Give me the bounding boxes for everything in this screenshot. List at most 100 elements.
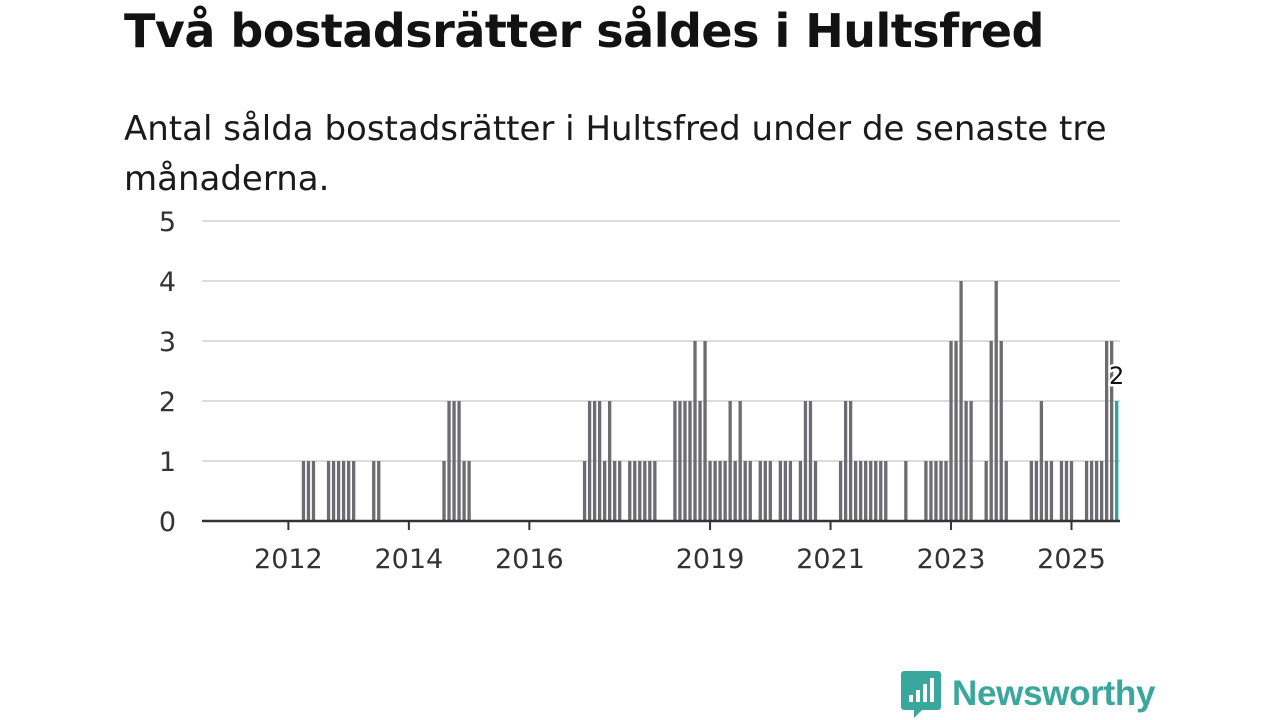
bar[interactable]	[653, 461, 657, 521]
bar[interactable]	[352, 461, 356, 521]
bar[interactable]	[954, 341, 958, 521]
bar[interactable]	[447, 401, 451, 521]
bar[interactable]	[1004, 461, 1008, 521]
bar[interactable]	[1044, 461, 1049, 521]
bar[interactable]	[854, 461, 858, 521]
bar[interactable]	[688, 401, 692, 521]
bar[interactable]	[678, 401, 682, 521]
bar[interactable]	[869, 461, 873, 521]
bar[interactable]	[346, 461, 351, 521]
bar[interactable]	[758, 461, 762, 521]
bar[interactable]	[813, 461, 818, 521]
bar[interactable]	[311, 461, 316, 521]
bar[interactable]	[1110, 341, 1114, 521]
bar[interactable]	[859, 461, 863, 521]
bar[interactable]	[1099, 461, 1104, 521]
bar[interactable]	[874, 461, 878, 521]
bar[interactable]	[934, 461, 938, 521]
bar[interactable]	[1094, 461, 1099, 521]
bar[interactable]	[597, 401, 602, 521]
bar[interactable]	[733, 461, 737, 521]
bar[interactable]	[964, 401, 968, 521]
bar[interactable]	[939, 461, 943, 521]
bar[interactable]	[708, 461, 712, 521]
bar[interactable]	[587, 401, 592, 521]
bar[interactable]	[592, 401, 597, 521]
bar[interactable]	[798, 461, 803, 521]
bar[interactable]	[924, 461, 928, 521]
bar[interactable]	[638, 461, 642, 521]
bar[interactable]	[1034, 461, 1039, 521]
bar[interactable]	[994, 281, 998, 521]
bar[interactable]	[843, 401, 848, 521]
bar[interactable]	[1089, 461, 1094, 521]
bar[interactable]	[693, 341, 697, 521]
bar[interactable]	[1059, 461, 1064, 521]
bar[interactable]	[341, 461, 346, 521]
bar[interactable]	[718, 461, 722, 521]
bar[interactable]	[1069, 461, 1074, 521]
x-tick-label: 2012	[254, 544, 323, 575]
bar[interactable]	[723, 461, 727, 521]
bar[interactable]	[838, 461, 843, 521]
bar[interactable]	[989, 341, 993, 521]
bar[interactable]	[1029, 461, 1033, 521]
bar[interactable]	[613, 461, 617, 521]
bar[interactable]	[306, 461, 311, 521]
bar[interactable]	[628, 461, 632, 521]
bar[interactable]	[783, 461, 788, 521]
bar[interactable]	[848, 401, 853, 521]
bar[interactable]	[743, 461, 747, 521]
bar[interactable]	[904, 461, 908, 521]
bar[interactable]	[467, 461, 471, 521]
bar[interactable]	[984, 461, 988, 521]
bar[interactable]	[944, 461, 948, 521]
bar[interactable]	[452, 401, 456, 521]
bar[interactable]	[884, 461, 888, 521]
bar[interactable]	[1039, 401, 1044, 521]
bar[interactable]	[673, 401, 677, 521]
bar[interactable]	[608, 401, 612, 521]
bar[interactable]	[301, 461, 306, 521]
bar[interactable]	[1105, 341, 1109, 521]
bar[interactable]	[778, 461, 782, 521]
bar[interactable]	[969, 401, 973, 521]
bar[interactable]	[959, 281, 963, 521]
bar-chart: 0 1 2 3 4 5 2012 2014 2016 2019 2021 2023 2025 2	[158, 207, 1125, 575]
bar[interactable]	[738, 401, 742, 521]
bar[interactable]	[643, 461, 647, 521]
bar[interactable]	[728, 401, 732, 521]
bar[interactable]	[999, 341, 1003, 521]
bar[interactable]	[698, 401, 702, 521]
bar[interactable]	[1049, 461, 1054, 521]
bar[interactable]	[703, 341, 707, 521]
bar[interactable]	[768, 461, 772, 521]
bar[interactable]	[462, 461, 466, 521]
bar[interactable]	[949, 341, 953, 521]
bar[interactable]	[763, 461, 767, 521]
bar[interactable]	[633, 461, 637, 521]
bar[interactable]	[372, 461, 376, 521]
bar[interactable]	[618, 461, 622, 521]
bar[interactable]	[326, 461, 331, 521]
bar[interactable]	[864, 461, 868, 521]
bar[interactable]	[442, 461, 446, 521]
bar[interactable]	[457, 401, 461, 521]
bar[interactable]	[808, 401, 813, 521]
bar[interactable]	[683, 401, 687, 521]
bar[interactable]	[1084, 461, 1089, 521]
bar[interactable]	[648, 461, 652, 521]
bar[interactable]	[603, 461, 607, 521]
bar[interactable]	[788, 461, 793, 521]
bar[interactable]	[582, 461, 587, 521]
bar[interactable]	[331, 461, 336, 521]
bar[interactable]	[377, 461, 381, 521]
bar-latest[interactable]	[1115, 401, 1119, 521]
bar[interactable]	[1064, 461, 1069, 521]
bar[interactable]	[713, 461, 717, 521]
bar[interactable]	[336, 461, 341, 521]
bar[interactable]	[748, 461, 752, 521]
bar[interactable]	[803, 401, 808, 521]
bar[interactable]	[879, 461, 883, 521]
bar[interactable]	[929, 461, 933, 521]
